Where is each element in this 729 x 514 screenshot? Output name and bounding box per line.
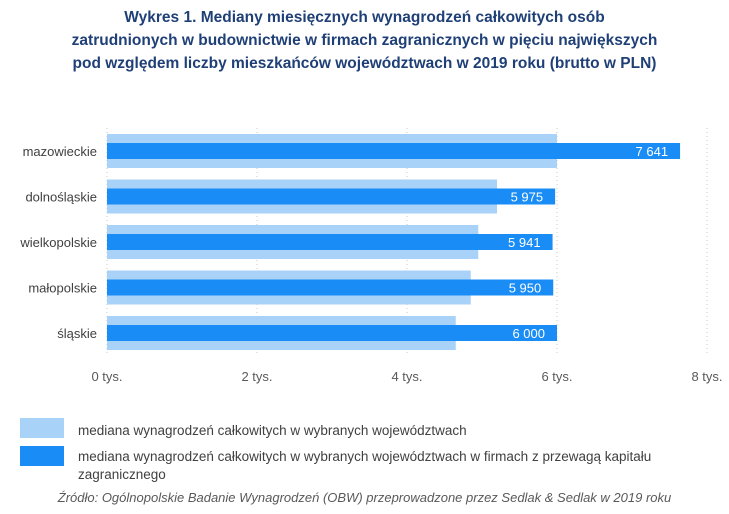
x-tick-label-1: 2 tys. bbox=[241, 369, 272, 384]
legend-swatch-overall bbox=[20, 418, 64, 438]
title-line-2: zatrudnionych w budownictwie w firmach z… bbox=[71, 32, 658, 49]
bar-foreign-0 bbox=[107, 143, 681, 159]
data-label-3: 5 950 bbox=[509, 281, 542, 296]
source-note: Źródło: Ogólnopolskie Badanie Wynagrodze… bbox=[57, 490, 672, 505]
legend-label-overall: mediana wynagrodzeń całkowitych w wybran… bbox=[78, 423, 467, 438]
category-label-4: śląskie bbox=[57, 326, 97, 341]
category-label-0: mazowieckie bbox=[23, 144, 97, 159]
data-label-1: 5 975 bbox=[511, 190, 544, 205]
legend-swatch-foreign bbox=[20, 446, 64, 466]
bar-foreign-2 bbox=[107, 234, 553, 250]
bar-foreign-3 bbox=[107, 279, 554, 296]
x-tick-label-3: 6 tys. bbox=[541, 369, 572, 384]
title-line-1: Wykres 1. Mediany miesięcznych wynagrodz… bbox=[124, 9, 605, 26]
bar-foreign-4 bbox=[107, 325, 557, 341]
category-label-1: dolnośląskie bbox=[25, 190, 97, 205]
data-label-2: 5 941 bbox=[508, 235, 541, 250]
category-label-2: wielkopolskie bbox=[19, 235, 97, 250]
bar-foreign-1 bbox=[107, 188, 556, 205]
bar-chart: 0 tys. 2 tys. 4 tys. 6 tys. 8 tys. 7 641 mazow… bbox=[19, 128, 723, 384]
title-line-3: pod względem liczby mieszkańców wojewódz… bbox=[72, 55, 657, 72]
x-tick-label-2: 4 tys. bbox=[391, 369, 422, 384]
data-label-4: 6 000 bbox=[512, 326, 545, 341]
x-tick-label-0: 0 tys. bbox=[91, 369, 122, 384]
x-tick-label-4: 8 tys. bbox=[691, 369, 722, 384]
data-label-0: 7 641 bbox=[636, 144, 669, 159]
legend-label-foreign: mediana wynagrodzeń całkowitych w wybran… bbox=[78, 449, 652, 482]
chart-title: Wykres 1. Mediany miesięcznych wynagrodz… bbox=[0, 6, 729, 75]
category-label-3: małopolskie bbox=[28, 281, 97, 296]
